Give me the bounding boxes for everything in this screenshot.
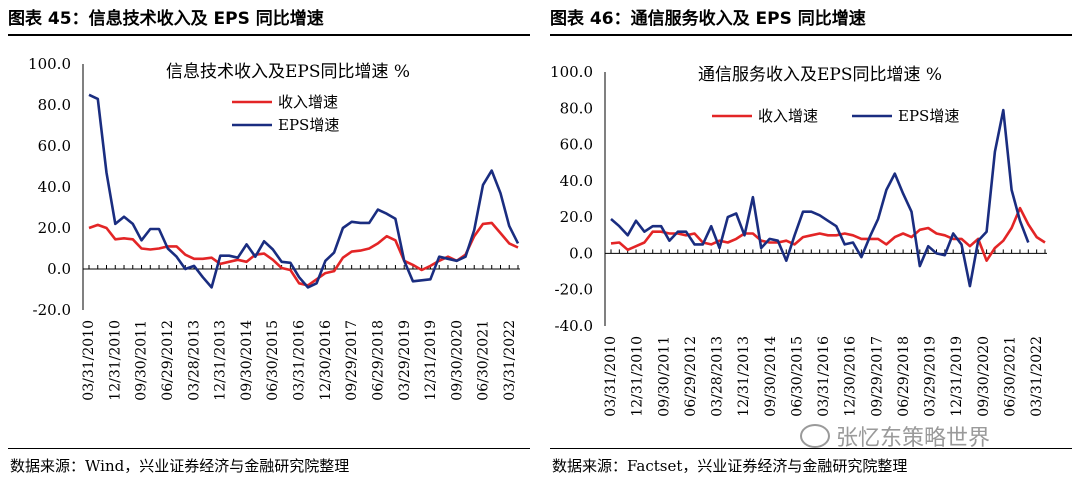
x-tick-label: 09/30/2011: [134, 320, 150, 401]
x-tick-label: 12/31/2013: [736, 336, 752, 417]
y-tick-label: 80.0: [560, 99, 593, 117]
chart-title: 信息技术收入及EPS同比增速 %: [166, 62, 410, 82]
x-tick-label: 09/30/2020: [449, 320, 465, 401]
x-tick-label: 12/31/2010: [630, 336, 646, 417]
x-tick-label: 09/29/2017: [869, 336, 885, 417]
series-line-eps: [610, 108, 1030, 288]
x-tick-label: 06/29/2012: [683, 336, 699, 417]
title-rule-46: [550, 34, 1072, 36]
x-tick-label: 09/30/2011: [656, 336, 672, 417]
y-tick-label: 20.0: [560, 208, 593, 226]
series-line-revenue: [610, 206, 1046, 262]
x-tick-label: 12/30/2016: [843, 336, 859, 417]
x-tick-label: 06/30/2021: [476, 320, 492, 401]
x-tick-label: 06/29/2012: [160, 320, 176, 401]
legend-label: 收入增速: [758, 107, 818, 125]
x-tick-label: 03/31/2016: [816, 336, 832, 417]
y-tick-label: -20.0: [33, 301, 71, 319]
x-tick-label: 06/30/2021: [1002, 336, 1018, 417]
y-tick-label: -20.0: [555, 281, 593, 299]
x-tick-label: 06/29/2018: [370, 320, 386, 401]
chart-title: 通信服务收入及EPS同比增速 %: [698, 65, 942, 85]
x-tick-label: 06/30/2015: [265, 320, 281, 401]
figure-title-46: 图表 46：通信服务收入及 EPS 同比增速: [550, 9, 866, 29]
title-rule-45: [8, 34, 530, 36]
series-line-eps: [88, 93, 520, 289]
x-tick-label: 09/30/2014: [239, 320, 255, 401]
x-tick-label: 12/31/2019: [949, 336, 965, 417]
x-tick-label: 03/31/2022: [502, 320, 518, 401]
series-line-revenue: [88, 221, 519, 287]
footer-rule-45: [8, 448, 530, 449]
y-tick-label: 0.0: [569, 244, 593, 262]
y-tick-label: -40.0: [555, 317, 593, 335]
x-tick-label: 09/29/2017: [344, 320, 360, 401]
watermark: 张忆东策略世界: [800, 420, 990, 452]
legend-label: 收入增速: [278, 93, 338, 111]
y-tick-label: 80.0: [38, 96, 71, 114]
watermark-text: 张忆东策略世界: [836, 426, 991, 451]
x-tick-label: 09/30/2020: [976, 336, 992, 417]
footer-rule-46: [550, 448, 1072, 449]
x-tick-label: 03/31/2022: [1029, 336, 1045, 417]
x-tick-label: 03/29/2019: [923, 336, 939, 417]
chart-it-revenue-eps: 信息技术收入及EPS同比增速 % 100.0 80.0 60.0 40.0 20.0 0.…: [28, 55, 520, 401]
source-note-45: 数据来源：Wind，兴业证券经济与金融研究院整理: [10, 457, 350, 475]
figure-title-45: 图表 45：信息技术收入及 EPS 同比增速: [8, 9, 324, 29]
y-tick-label: 60.0: [38, 137, 71, 155]
y-tick-label: 40.0: [38, 178, 71, 196]
x-tick-label: 03/29/2019: [397, 320, 413, 401]
y-tick-label: 100.0: [550, 63, 593, 81]
x-tick-label: 03/28/2013: [710, 336, 726, 417]
chart-telecom-revenue-eps: 通信服务收入及EPS同比增速 % 100.0 80.0 60.0 40.0 20.0 0.…: [550, 63, 1047, 417]
wechat-icon: [800, 424, 830, 448]
x-tick-label: 06/29/2018: [896, 336, 912, 417]
x-tick-label: 12/31/2010: [107, 320, 123, 401]
x-tick-label: 12/31/2013: [213, 320, 229, 401]
x-tick-label: 03/31/2016: [292, 320, 308, 401]
x-tick-label: 12/30/2016: [318, 320, 334, 401]
x-tick-label: 03/28/2013: [186, 320, 202, 401]
legend-label: EPS增速: [898, 107, 959, 125]
y-tick-label: 20.0: [38, 219, 71, 237]
y-tick-label: 40.0: [560, 172, 593, 190]
x-tick-label: 03/31/2010: [81, 320, 97, 401]
source-note-46: 数据来源：Factset，兴业证券经济与金融研究院整理: [552, 457, 908, 475]
y-tick-label: 0.0: [47, 260, 71, 278]
y-tick-label: 100.0: [28, 55, 71, 73]
x-tick-label: 09/30/2014: [763, 336, 779, 417]
y-tick-label: 60.0: [560, 136, 593, 154]
legend-label: EPS增速: [278, 116, 339, 134]
x-tick-label: 06/30/2015: [789, 336, 805, 417]
x-tick-label: 03/31/2010: [603, 336, 619, 417]
x-tick-label: 12/31/2019: [423, 320, 439, 401]
